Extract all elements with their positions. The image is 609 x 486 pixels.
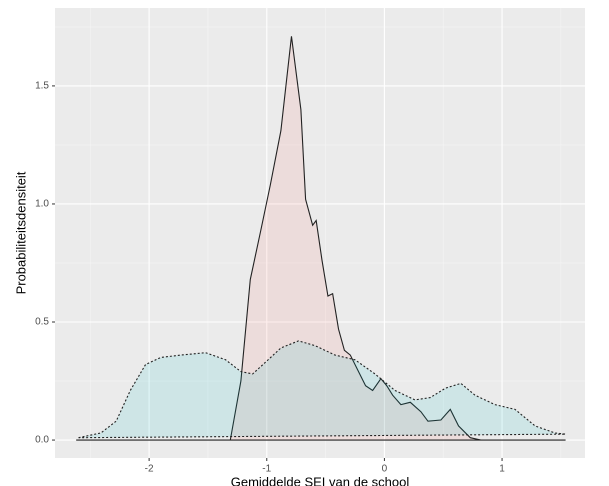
x-tick-label: 1 — [499, 464, 505, 475]
x-tick-label: -2 — [145, 464, 154, 475]
x-tick-label: 0 — [382, 464, 388, 475]
x-tick-label: -1 — [262, 464, 271, 475]
y-tick-label: 0.5 — [35, 317, 49, 328]
y-tick-label: 1.0 — [35, 199, 49, 210]
y-axis-title: Probabiliteitsdensiteit — [13, 171, 28, 294]
x-axis-title: Gemiddelde SEI van de school — [231, 474, 410, 486]
y-tick-label: 1.5 — [35, 81, 49, 92]
density-area — [76, 36, 566, 441]
panel — [55, 8, 585, 458]
y-tick-label: 0.0 — [35, 435, 49, 446]
density-area — [78, 340, 566, 439]
